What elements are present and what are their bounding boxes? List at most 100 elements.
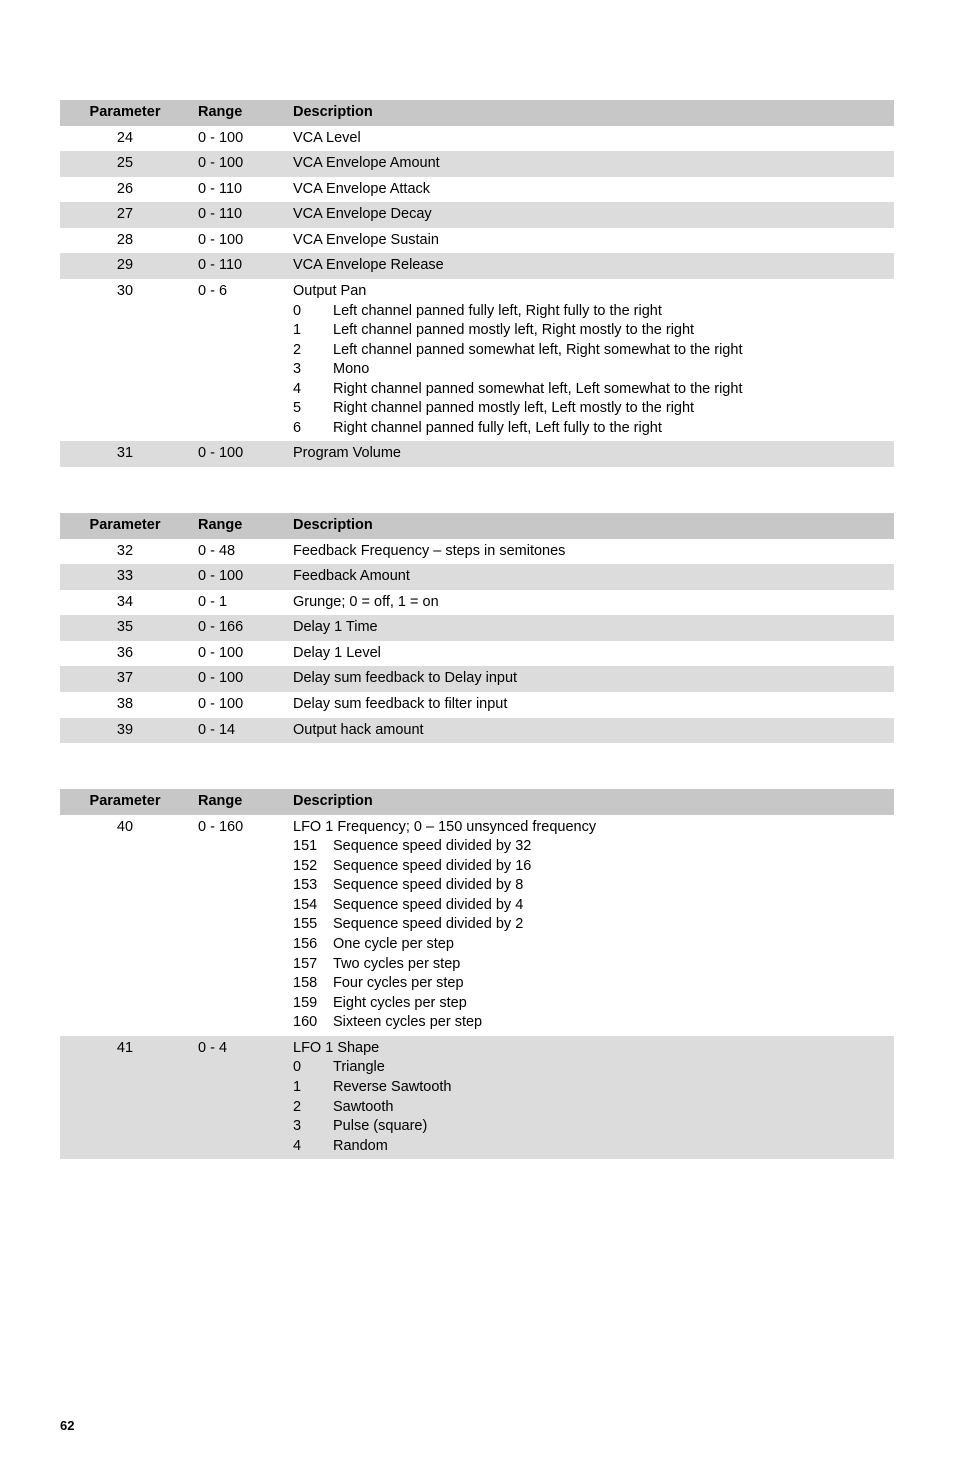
option-key: 158 — [293, 974, 333, 994]
option-row: 1Reverse Sawtooth — [293, 1078, 886, 1098]
option-key: 153 — [293, 876, 333, 896]
cell-description: Delay sum feedback to Delay input — [285, 666, 894, 692]
option-row: 5Right channel panned mostly left, Left … — [293, 399, 886, 419]
option-row: 3Pulse (square) — [293, 1117, 886, 1137]
option-row: 3Mono — [293, 360, 886, 380]
option-row: 158Four cycles per step — [293, 974, 886, 994]
cell-range: 0 - 14 — [190, 718, 285, 744]
option-key: 2 — [293, 1098, 333, 1118]
table-row: 270 - 110VCA Envelope Decay — [60, 202, 894, 228]
column-header-parameter: Parameter — [60, 789, 190, 815]
table-row: 360 - 100Delay 1 Level — [60, 641, 894, 667]
cell-parameter: 24 — [60, 126, 190, 152]
table-header-row: ParameterRangeDescription — [60, 100, 894, 126]
cell-parameter: 31 — [60, 441, 190, 467]
table-row: 370 - 100Delay sum feedback to Delay inp… — [60, 666, 894, 692]
option-key: 151 — [293, 837, 333, 857]
option-row: 151Sequence speed divided by 32 — [293, 837, 886, 857]
cell-parameter: 28 — [60, 228, 190, 254]
table-row: 320 - 48Feedback Frequency – steps in se… — [60, 539, 894, 565]
option-value: Left channel panned fully left, Right fu… — [333, 302, 886, 322]
option-key: 2 — [293, 341, 333, 361]
column-header-description: Description — [285, 100, 894, 126]
cell-parameter: 41 — [60, 1036, 190, 1159]
option-row: 152Sequence speed divided by 16 — [293, 857, 886, 877]
cell-parameter: 38 — [60, 692, 190, 718]
table-row: 300 - 6Output Pan0Left channel panned fu… — [60, 279, 894, 442]
option-value: Right channel panned somewhat left, Left… — [333, 380, 886, 400]
option-row: 157Two cycles per step — [293, 955, 886, 975]
option-row: 154Sequence speed divided by 4 — [293, 896, 886, 916]
option-value: Sixteen cycles per step — [333, 1013, 886, 1033]
column-header-range: Range — [190, 789, 285, 815]
cell-range: 0 - 110 — [190, 202, 285, 228]
option-row: 0Triangle — [293, 1058, 886, 1078]
option-key: 156 — [293, 935, 333, 955]
option-key: 1 — [293, 321, 333, 341]
table-row: 280 - 100VCA Envelope Sustain — [60, 228, 894, 254]
cell-range: 0 - 4 — [190, 1036, 285, 1159]
table-row: 240 - 100VCA Level — [60, 126, 894, 152]
option-value: Pulse (square) — [333, 1117, 886, 1137]
cell-parameter: 36 — [60, 641, 190, 667]
cell-description: Delay sum feedback to filter input — [285, 692, 894, 718]
table-row: 290 - 110VCA Envelope Release — [60, 253, 894, 279]
cell-description: VCA Envelope Release — [285, 253, 894, 279]
option-key: 160 — [293, 1013, 333, 1033]
cell-parameter: 34 — [60, 590, 190, 616]
option-value: Eight cycles per step — [333, 994, 886, 1014]
cell-range: 0 - 100 — [190, 692, 285, 718]
cell-range: 0 - 100 — [190, 228, 285, 254]
option-value: Sequence speed divided by 2 — [333, 915, 886, 935]
cell-parameter: 35 — [60, 615, 190, 641]
option-row: 2Left channel panned somewhat left, Righ… — [293, 341, 886, 361]
column-header-range: Range — [190, 513, 285, 539]
option-row: 156One cycle per step — [293, 935, 886, 955]
option-row: 153Sequence speed divided by 8 — [293, 876, 886, 896]
option-row: 2Sawtooth — [293, 1098, 886, 1118]
cell-parameter: 37 — [60, 666, 190, 692]
option-key: 157 — [293, 955, 333, 975]
cell-range: 0 - 100 — [190, 126, 285, 152]
cell-parameter: 30 — [60, 279, 190, 442]
cell-range: 0 - 160 — [190, 815, 285, 1036]
option-row: 160Sixteen cycles per step — [293, 1013, 886, 1033]
cell-description: VCA Envelope Sustain — [285, 228, 894, 254]
cell-range: 0 - 1 — [190, 590, 285, 616]
cell-parameter: 39 — [60, 718, 190, 744]
option-key: 3 — [293, 1117, 333, 1137]
cell-parameter: 26 — [60, 177, 190, 203]
table-row: 410 - 4LFO 1 Shape0Triangle1Reverse Sawt… — [60, 1036, 894, 1159]
column-header-description: Description — [285, 513, 894, 539]
option-key: 6 — [293, 419, 333, 439]
option-value: Sequence speed divided by 4 — [333, 896, 886, 916]
page-number: 62 — [60, 1417, 74, 1435]
option-value: Four cycles per step — [333, 974, 886, 994]
option-row: 159Eight cycles per step — [293, 994, 886, 1014]
option-key: 0 — [293, 1058, 333, 1078]
cell-parameter: 29 — [60, 253, 190, 279]
cell-description: Program Volume — [285, 441, 894, 467]
table-row: 380 - 100Delay sum feedback to filter in… — [60, 692, 894, 718]
table-row: 390 - 14Output hack amount — [60, 718, 894, 744]
cell-range: 0 - 100 — [190, 666, 285, 692]
table-header-row: ParameterRangeDescription — [60, 513, 894, 539]
option-key: 5 — [293, 399, 333, 419]
option-key: 4 — [293, 380, 333, 400]
cell-description: VCA Envelope Decay — [285, 202, 894, 228]
description-intro: LFO 1 Frequency; 0 – 150 unsynced freque… — [293, 818, 886, 838]
option-value: Right channel panned fully left, Left fu… — [333, 419, 886, 439]
cell-range: 0 - 100 — [190, 564, 285, 590]
cell-description: Output Pan0Left channel panned fully lef… — [285, 279, 894, 442]
cell-parameter: 27 — [60, 202, 190, 228]
option-value: Sequence speed divided by 16 — [333, 857, 886, 877]
cell-range: 0 - 100 — [190, 441, 285, 467]
option-value: Triangle — [333, 1058, 886, 1078]
column-header-description: Description — [285, 789, 894, 815]
option-row: 4Right channel panned somewhat left, Lef… — [293, 380, 886, 400]
option-key: 3 — [293, 360, 333, 380]
cell-range: 0 - 100 — [190, 641, 285, 667]
option-value: Mono — [333, 360, 886, 380]
option-key: 152 — [293, 857, 333, 877]
cell-range: 0 - 100 — [190, 151, 285, 177]
